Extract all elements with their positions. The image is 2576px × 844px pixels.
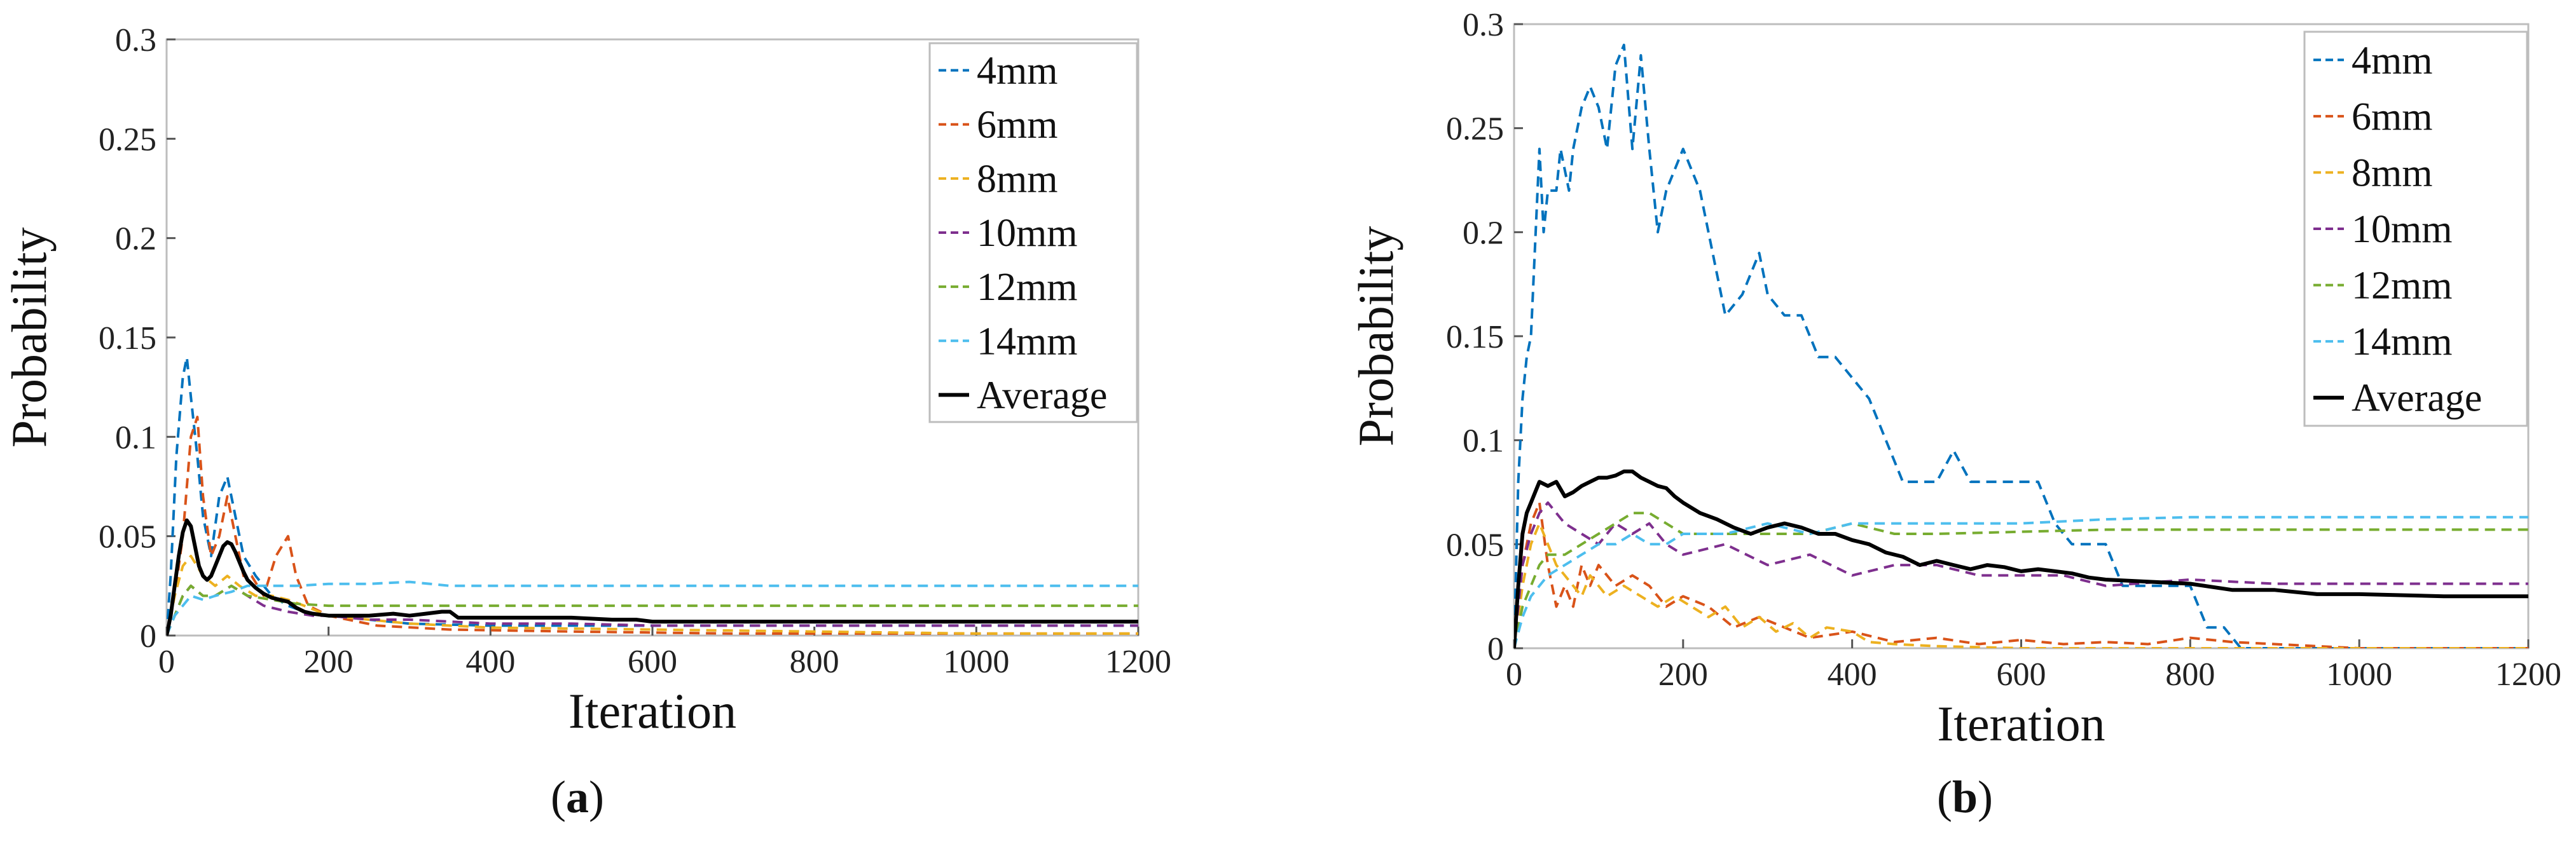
y-tick-label: 0.3 <box>115 22 156 58</box>
x-tick-label: 1000 <box>2326 657 2392 693</box>
legend-label: 14mm <box>977 320 1077 363</box>
x-tick-label: 1200 <box>1105 644 1171 680</box>
x-tick-label: 200 <box>304 644 354 680</box>
y-tick-label: 0.25 <box>1446 111 1504 147</box>
series-line-14mm <box>167 580 1138 636</box>
series-line-12mm <box>1514 512 2528 648</box>
series-line-12mm <box>167 584 1138 636</box>
y-tick-label: 0.05 <box>99 519 156 555</box>
series-line-14mm <box>1514 515 2528 648</box>
x-tick-label: 400 <box>1828 657 1877 693</box>
series-line-average <box>1514 469 2528 648</box>
y-axis-label: Probability <box>1348 226 1403 447</box>
y-tick-label: 0.1 <box>115 419 156 456</box>
series-line-6mm <box>1514 501 2528 648</box>
legend-label: 10mm <box>977 212 1077 255</box>
legend-label: Average <box>2352 377 2482 420</box>
y-tick-label: 0.3 <box>1463 7 1504 43</box>
series-group <box>1514 43 2528 648</box>
y-tick-label: 0.2 <box>115 221 156 257</box>
series-line-4mm <box>167 356 1138 636</box>
legend-label: 12mm <box>2352 264 2452 308</box>
figure-caption: (a) <box>551 772 604 822</box>
series-line-6mm <box>167 416 1138 636</box>
y-axis-label: Probability <box>1 228 57 448</box>
y-tick-label: 0 <box>140 618 156 655</box>
x-tick-label: 400 <box>465 644 515 680</box>
x-tick-label: 800 <box>2165 657 2215 693</box>
x-tick-label: 1200 <box>2495 657 2561 693</box>
legend-label: 14mm <box>2352 320 2452 364</box>
x-tick-label: 1000 <box>943 644 1009 680</box>
series-line-8mm <box>167 554 1138 636</box>
x-axis-label: Iteration <box>568 683 736 738</box>
legend-label: 4mm <box>2352 39 2432 82</box>
y-tick-label: 0.25 <box>99 121 156 158</box>
y-tick-label: 0.05 <box>1446 527 1504 563</box>
legend-label: 6mm <box>2352 95 2432 139</box>
x-tick-label: 0 <box>158 644 175 680</box>
x-tick-label: 600 <box>1997 657 2046 693</box>
legend-label: 6mm <box>977 104 1057 147</box>
x-tick-label: 200 <box>1658 657 1708 693</box>
legend-label: 10mm <box>2352 208 2452 251</box>
y-tick-label: 0.2 <box>1463 215 1504 251</box>
y-tick-label: 0.1 <box>1463 423 1504 459</box>
x-tick-label: 800 <box>790 644 839 680</box>
chart-panel-b: 0 200 400 600 800 1000 1200 0 0.05 0.1 0.15 0.2 0.25… <box>1348 7 2561 822</box>
x-tick-label: 600 <box>628 644 677 680</box>
legend-label: 12mm <box>977 266 1077 309</box>
series-line-8mm <box>1514 522 2528 648</box>
legend-label: Average <box>977 374 1107 417</box>
legend-label: 8mm <box>2352 151 2432 194</box>
series-line-average <box>167 518 1138 636</box>
y-tick-label: 0.15 <box>1446 319 1504 355</box>
y-tick-label: 0.15 <box>99 320 156 357</box>
legend-label: 4mm <box>977 50 1057 93</box>
chart-panel-a: 0 200 400 600 800 1000 1200 0 0.05 0.1 0.15 0.2 0.25… <box>1 22 1171 822</box>
y-tick-label: 0 <box>1487 631 1504 667</box>
series-line-10mm <box>167 584 1138 636</box>
series-group <box>167 356 1138 636</box>
legend-label: 8mm <box>977 158 1057 201</box>
x-tick-label: 0 <box>1506 657 1522 693</box>
figure-caption: (b) <box>1937 772 1993 822</box>
x-axis-label: Iteration <box>1937 696 2105 751</box>
